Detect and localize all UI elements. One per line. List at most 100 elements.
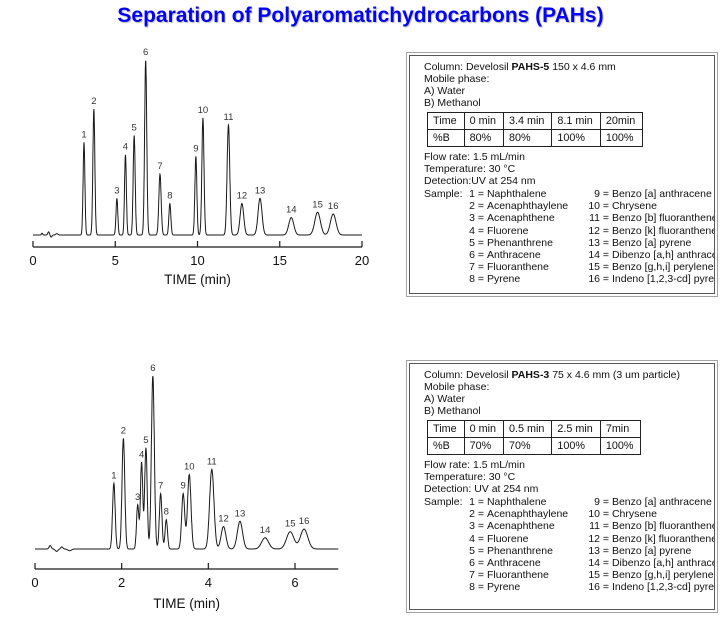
sample-name: Acenaphthaylene — [486, 200, 569, 213]
sample-item: 8 = Pyrene — [467, 273, 585, 285]
sample-name: Phenanthrene — [486, 544, 553, 557]
sample-name: Benzo [a] pyrene — [611, 544, 692, 557]
mobile-phase-line: Mobile phase: — [424, 73, 490, 85]
sample-number: 14 — [588, 557, 600, 570]
sample-name: Benzo [a] pyrene — [611, 236, 692, 249]
peak-label: 3 — [135, 492, 140, 503]
equals-sign: = — [600, 188, 612, 200]
sample-item: 11 = Benzo [b] fluoranthene — [585, 212, 714, 225]
flow-rate-line: Flow rate: 1.5 mL/min — [424, 459, 525, 471]
phase-a-line: A) Water — [424, 393, 466, 405]
mobile-phase-line: Mobile phase: — [424, 381, 490, 393]
sample-item: 2 = Acenaphthaylene — [467, 200, 585, 212]
x-tick-label: 20 — [355, 253, 369, 268]
gradient-row: %B 70% 70% 100% 100% — [427, 437, 642, 455]
sample-name: Benzo [g,h,i] perylene — [611, 569, 714, 582]
equals-sign: = — [600, 212, 612, 225]
gradient-cell: 70% — [502, 437, 553, 455]
sample-item: 7 = Fluoranthene — [467, 261, 585, 273]
sample-item: 5 = Phenanthrene — [467, 237, 585, 249]
gradient-table: Time 0 min 0.5 min 2.5 min 7min %B 70% 70% 100% 1… — [427, 420, 642, 455]
equals-sign: = — [600, 261, 612, 274]
peak-label: 7 — [157, 161, 162, 172]
sample-item: 2 = Acenaphthaylene — [467, 508, 585, 520]
column-suffix: 150 x 4.6 mm — [549, 61, 616, 73]
sample-number: 16 — [588, 581, 600, 594]
column-prefix: Column: Develosil — [424, 369, 512, 381]
sample-name: Anthracene — [486, 249, 541, 262]
sample-item: 12 = Benzo [k] fluoranthene — [585, 224, 714, 237]
gradient-row: Time 0 min 3.4 min 8.1 min 20min — [427, 112, 644, 130]
sample-label: Sample: — [424, 496, 463, 508]
sample-number: 12 — [588, 224, 600, 237]
sample-name: Anthracene — [486, 557, 541, 570]
sample-number: 11 — [589, 212, 600, 225]
chromatogram-trace — [33, 60, 362, 238]
sample-item: 10 = Chrysene — [585, 200, 714, 213]
gradient-cell: 100% — [599, 129, 644, 147]
phase-b-line: B) Methanol — [424, 405, 481, 417]
sample-number: 13 — [588, 544, 600, 557]
sample-number: 8 — [469, 581, 475, 594]
gradient-cell: 80% — [463, 129, 505, 147]
peak-label: 15 — [285, 519, 296, 530]
equals-sign: = — [475, 520, 487, 533]
sample-item: 9 = Benzo [a] anthracene — [585, 188, 714, 200]
sample-item: 1 = Naphthalene — [467, 496, 585, 508]
peak-label: 5 — [143, 435, 148, 446]
conditions-box-bottom-inner: Column: Develosil PAHS-3 75 x 4.6 mm (3 … — [409, 363, 715, 610]
sample-name: Chrysene — [611, 508, 657, 521]
sample-name: Naphthalene — [486, 496, 547, 508]
sample-number: 5 — [469, 544, 475, 557]
sample-item: 15 = Benzo [g,h,i] perylene — [585, 569, 714, 582]
sample-item: 11 = Benzo [b] fluoranthene — [585, 520, 714, 532]
page-title: Separation of Polyaromatichydrocarbons (… — [117, 4, 604, 27]
x-tick-label: 4 — [205, 575, 212, 590]
peak-label: 2 — [91, 96, 96, 107]
gradient-cell: 100% — [551, 437, 601, 455]
column-prefix: Column: Develosil — [424, 61, 512, 73]
x-tick-label: 0 — [29, 253, 36, 268]
equals-sign: = — [600, 581, 612, 594]
sample-name: Benzo [a] anthracene — [611, 188, 712, 200]
sample-item: 16 = Indeno [1,2,3-cd] pyrene — [585, 273, 715, 286]
sample-number: 3 — [469, 212, 475, 225]
peak-label: 10 — [198, 105, 209, 116]
sample-item: 16 = Indeno [1,2,3-cd] pyrene — [585, 581, 714, 594]
equals-sign: = — [475, 261, 487, 274]
equals-sign: = — [475, 212, 487, 225]
equals-sign: = — [600, 200, 612, 213]
gradient-cell: 100% — [551, 129, 601, 147]
x-axis-title: TIME (min) — [153, 596, 220, 611]
sample-name: Benzo [g,h,i] perylene — [611, 261, 714, 274]
peak-label: 5 — [132, 122, 137, 133]
sample-item: 6 = Anthracene — [467, 557, 585, 569]
gradient-cell: 8.1 min — [551, 112, 601, 130]
x-tick-label: 6 — [291, 575, 298, 590]
peak-label: 10 — [184, 462, 195, 473]
sample-name: Chrysene — [611, 200, 657, 213]
sample-number: 10 — [588, 508, 600, 521]
equals-sign: = — [475, 249, 487, 262]
sample-name: Indeno [1,2,3-cd] pyrene — [611, 273, 715, 286]
equals-sign: = — [600, 508, 612, 521]
sample-number: 12 — [588, 532, 600, 545]
sample-item: 13 = Benzo [a] pyrene — [585, 544, 714, 557]
peak-label: 12 — [218, 514, 229, 525]
detection-line: Detection:UV at 254 nm — [424, 175, 536, 187]
phase-a-line: A) Water — [424, 85, 466, 97]
peak-label: 16 — [299, 516, 310, 527]
equals-sign: = — [600, 569, 612, 582]
peak-label: 9 — [193, 143, 198, 154]
gradient-cell: 70% — [463, 437, 505, 455]
peak-label: 4 — [123, 142, 128, 153]
sample-item: 4 = Fluorene — [467, 533, 585, 545]
x-tick-label: 5 — [112, 253, 119, 268]
gradient-cell: 0 min — [463, 420, 505, 438]
sample-item: 7 = Fluoranthene — [467, 569, 585, 581]
column-name: PAHS-3 — [511, 369, 550, 381]
sample-number: 4 — [469, 532, 475, 545]
sample-list-left: 1 = Naphthalene 2 = Acenaphthaylene 3 = Ac… — [467, 496, 585, 594]
column-line: Column: Develosil PAHS-5 150 x 4.6 mm — [424, 61, 708, 73]
